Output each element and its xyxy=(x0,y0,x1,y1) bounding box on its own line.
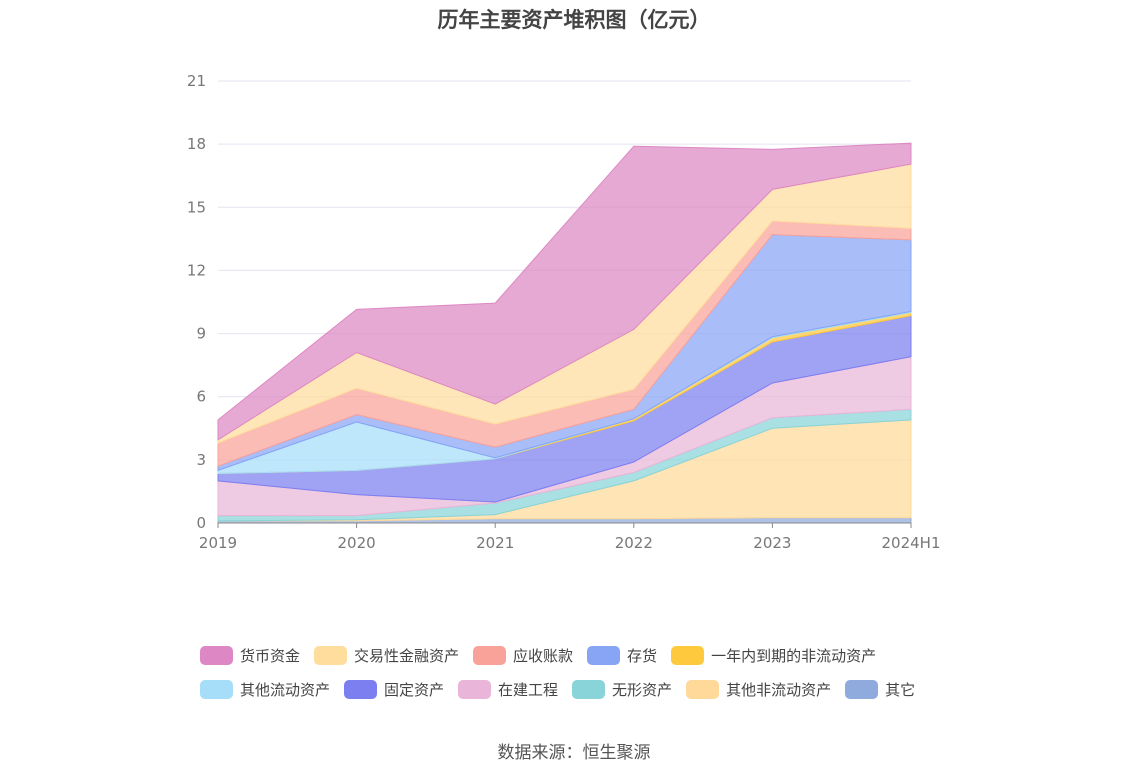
legend-label: 其他流动资产 xyxy=(240,680,331,699)
y-tick-label: 18 xyxy=(187,135,206,153)
y-tick-label: 6 xyxy=(196,388,206,406)
legend-row: 货币资金 交易性金融资产 应收账款 存货 一年内到期的非流动资产 xyxy=(200,638,980,672)
area-series-layer xyxy=(217,142,912,524)
x-tick-label: 2019 xyxy=(199,534,237,552)
legend-label: 无形资产 xyxy=(612,680,673,699)
legend-label: 其他非流动资产 xyxy=(726,680,832,699)
legend-swatch xyxy=(572,679,606,699)
y-tick-label: 12 xyxy=(187,261,206,279)
y-tick-label: 3 xyxy=(196,451,206,469)
legend-row: 其他流动资产 固定资产 在建工程 无形资产 其他非流动资产 其它 xyxy=(200,672,980,706)
legend-swatch xyxy=(671,645,705,665)
y-tick-label: 15 xyxy=(187,198,206,216)
legend-item[interactable]: 货币资金 xyxy=(200,645,300,666)
legend-label: 货币资金 xyxy=(240,646,301,665)
legend: 货币资金 交易性金融资产 应收账款 存货 一年内到期的非流动资产 其他流动资产 固定资产 在… xyxy=(200,638,980,706)
y-tick-label: 9 xyxy=(196,325,206,343)
x-tick-label: 2024H1 xyxy=(882,534,941,552)
legend-label: 一年内到期的非流动资产 xyxy=(711,646,877,665)
legend-swatch xyxy=(686,679,720,699)
legend-swatch xyxy=(587,645,621,665)
legend-swatch xyxy=(200,679,233,699)
y-tick-label: 21 xyxy=(187,72,206,90)
legend-swatch xyxy=(473,645,507,665)
legend-item[interactable]: 固定资产 xyxy=(344,679,444,700)
x-tick-label: 2020 xyxy=(338,534,376,552)
legend-item[interactable]: 其它 xyxy=(845,679,915,700)
y-tick-label: 0 xyxy=(196,514,206,532)
legend-label: 在建工程 xyxy=(498,680,559,699)
chart-title: 历年主要资产堆积图（亿元） xyxy=(437,8,711,32)
legend-item[interactable]: 存货 xyxy=(587,645,657,666)
legend-swatch xyxy=(314,645,348,665)
legend-item[interactable]: 其他非流动资产 xyxy=(686,679,831,700)
legend-swatch xyxy=(200,645,233,665)
legend-swatch xyxy=(458,679,492,699)
legend-label: 存货 xyxy=(627,646,658,665)
legend-label: 其它 xyxy=(885,680,916,699)
legend-item[interactable]: 一年内到期的非流动资产 xyxy=(671,645,876,666)
x-tick-label: 2021 xyxy=(476,534,514,552)
legend-swatch xyxy=(845,679,879,699)
area-series-10 xyxy=(217,142,912,441)
legend-swatch xyxy=(344,679,378,699)
data-source-note: 数据来源：恒生聚源 xyxy=(497,743,651,763)
legend-item[interactable]: 交易性金融资产 xyxy=(314,645,459,666)
legend-item[interactable]: 在建工程 xyxy=(458,679,558,700)
legend-label: 应收账款 xyxy=(513,646,574,665)
x-tick-label: 2022 xyxy=(615,534,653,552)
legend-item[interactable]: 应收账款 xyxy=(473,645,573,666)
x-tick-label: 2023 xyxy=(753,534,791,552)
legend-item[interactable]: 其他流动资产 xyxy=(200,679,330,700)
legend-label: 固定资产 xyxy=(384,680,445,699)
legend-item[interactable]: 无形资产 xyxy=(572,679,672,700)
axes: 0 3 6 9 12 15 18 21 2019 2020 2021 2022 2023 2024H1 xyxy=(187,72,941,552)
legend-label: 交易性金融资产 xyxy=(354,646,460,665)
